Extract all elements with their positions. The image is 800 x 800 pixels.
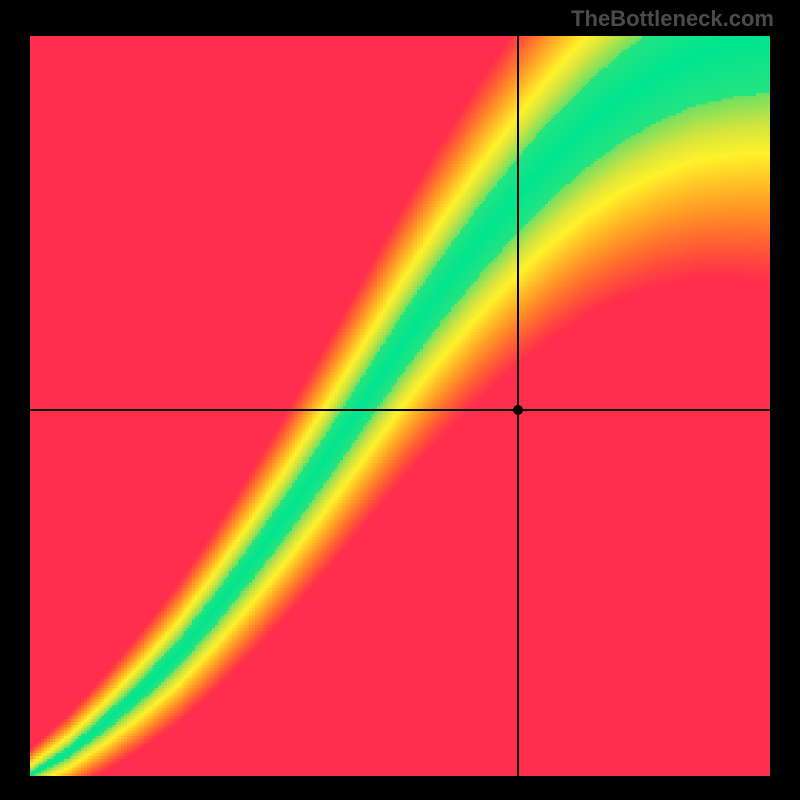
crosshair-horizontal: [30, 409, 770, 411]
heatmap-canvas: [30, 36, 770, 776]
watermark-text: TheBottleneck.com: [571, 6, 774, 32]
